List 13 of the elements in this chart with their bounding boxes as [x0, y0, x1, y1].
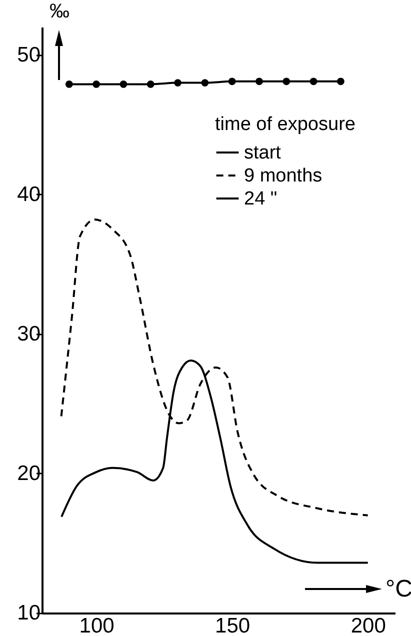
y-tick-label: 40 — [17, 182, 40, 206]
legend-label: 9 months — [244, 166, 322, 186]
y-axis-title: ‰ — [50, 0, 70, 22]
x-tick-label: 200 — [350, 614, 386, 636]
legend-title: time of exposure — [215, 114, 356, 135]
y-tick-label: 10 — [17, 602, 40, 624]
x-tick-label: 150 — [215, 614, 250, 636]
x-tick-label: 100 — [79, 614, 114, 636]
legend-label: 24 " — [244, 188, 278, 210]
y-tick-label: 30 — [17, 322, 40, 346]
y-tick-label: 50 — [17, 43, 40, 66]
legend-label: start — [244, 142, 282, 164]
y-tick-label: 20 — [17, 462, 40, 485]
